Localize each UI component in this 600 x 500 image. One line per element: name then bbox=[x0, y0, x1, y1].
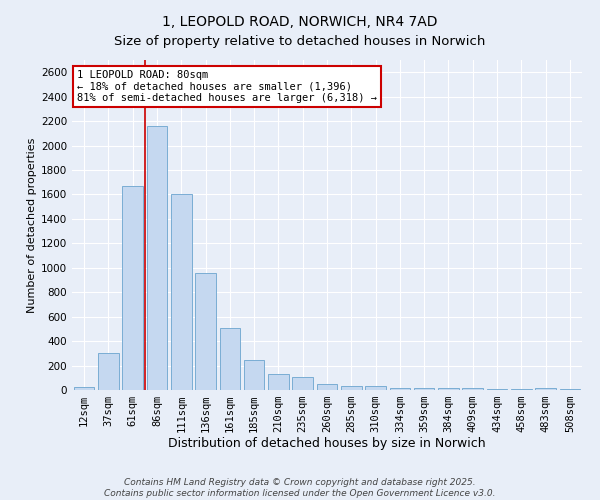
Bar bbox=[292, 377, 313, 390]
Bar bbox=[341, 386, 362, 390]
Bar bbox=[146, 126, 167, 390]
Bar bbox=[535, 388, 556, 390]
Bar bbox=[74, 387, 94, 390]
Text: 1 LEOPOLD ROAD: 80sqm
← 18% of detached houses are smaller (1,396)
81% of semi-d: 1 LEOPOLD ROAD: 80sqm ← 18% of detached … bbox=[77, 70, 377, 103]
Bar bbox=[244, 360, 265, 390]
Bar bbox=[171, 194, 191, 390]
Bar bbox=[98, 354, 119, 390]
Text: 1, LEOPOLD ROAD, NORWICH, NR4 7AD: 1, LEOPOLD ROAD, NORWICH, NR4 7AD bbox=[162, 15, 438, 29]
Y-axis label: Number of detached properties: Number of detached properties bbox=[27, 138, 37, 312]
Bar bbox=[389, 388, 410, 390]
Bar bbox=[122, 186, 143, 390]
X-axis label: Distribution of detached houses by size in Norwich: Distribution of detached houses by size … bbox=[168, 436, 486, 450]
Text: Size of property relative to detached houses in Norwich: Size of property relative to detached ho… bbox=[115, 35, 485, 48]
Bar bbox=[365, 386, 386, 390]
Bar bbox=[195, 272, 216, 390]
Bar bbox=[220, 328, 240, 390]
Bar bbox=[268, 374, 289, 390]
Bar bbox=[317, 384, 337, 390]
Bar bbox=[438, 388, 459, 390]
Bar bbox=[463, 388, 483, 390]
Text: Contains HM Land Registry data © Crown copyright and database right 2025.
Contai: Contains HM Land Registry data © Crown c… bbox=[104, 478, 496, 498]
Bar bbox=[414, 388, 434, 390]
Bar bbox=[487, 389, 508, 390]
